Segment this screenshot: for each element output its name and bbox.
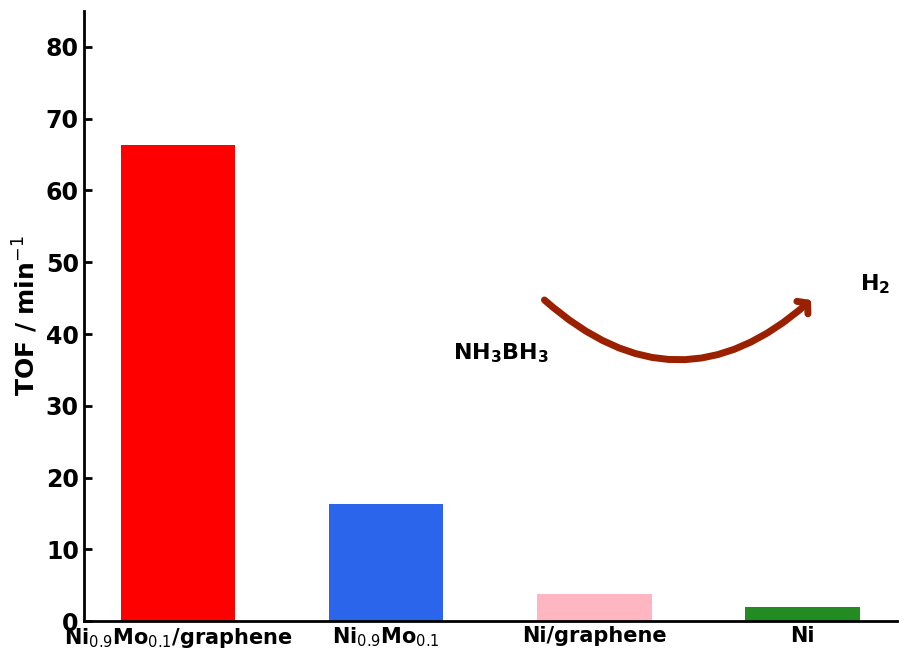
Text: $\mathbf{H_2}$: $\mathbf{H_2}$ [861, 272, 891, 295]
Bar [538, 594, 652, 621]
Y-axis label: TOF / min$^{-1}$: TOF / min$^{-1}$ [11, 236, 40, 397]
Text: $\mathbf{NH_3BH_3}$: $\mathbf{NH_3BH_3}$ [452, 341, 548, 365]
Bar [121, 145, 235, 621]
Bar [745, 607, 860, 621]
Bar [329, 504, 443, 621]
